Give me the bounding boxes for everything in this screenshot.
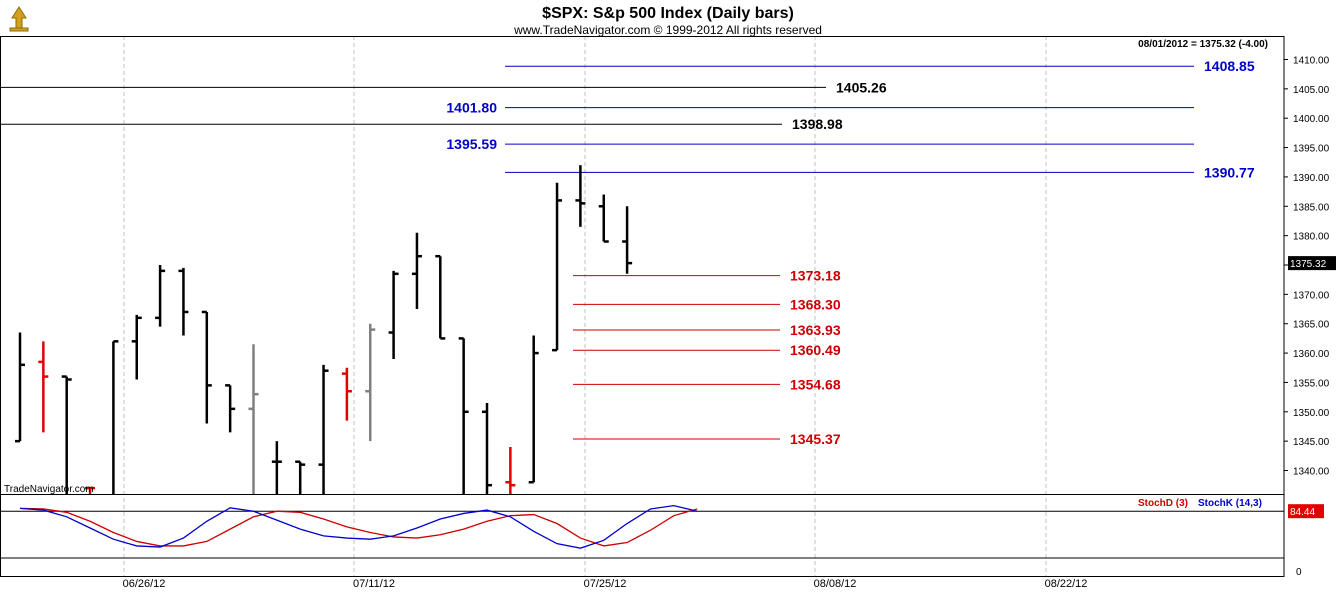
ohlc-bar [61, 375, 72, 494]
last-price-tag [1288, 256, 1336, 271]
stoch-series-line [19, 504, 698, 549]
ohlc-bar [435, 254, 446, 340]
stoch-value-label: 84.44 [1290, 507, 1315, 518]
ohlc-bar [411, 232, 422, 310]
stoch-series-line [19, 507, 698, 547]
level-label: 1363.93 [790, 322, 841, 338]
ohlc-bar [85, 486, 96, 494]
y-tick-label: 1400.00 [1293, 114, 1330, 125]
y-tick-label: 1395.00 [1293, 144, 1330, 155]
plot-frame [0, 36, 1285, 577]
ohlc-bar [388, 270, 399, 359]
ohlc-bar [482, 402, 492, 494]
y-tick-label: 1360.00 [1293, 349, 1330, 360]
level-label: 1354.68 [790, 376, 841, 392]
y-tick-label: 1365.00 [1293, 320, 1330, 331]
y-tick-label: 1385.00 [1293, 202, 1330, 213]
ohlc-bar [598, 194, 609, 243]
ohlc-bar [505, 447, 516, 494]
stoch-d-legend: StochD (3) [1138, 498, 1188, 509]
y-tick-label: 1355.00 [1293, 378, 1330, 389]
x-tick-label: 08/22/12 [1045, 578, 1088, 590]
ohlc-bar [248, 344, 259, 494]
ohlc-bar [15, 332, 25, 443]
trade-navigator-logo-icon [4, 4, 34, 34]
ohlc-bar [201, 310, 212, 424]
y-tick-label: 1350.00 [1293, 408, 1330, 419]
ohlc-bar [38, 341, 49, 433]
level-label: 1398.98 [792, 116, 843, 132]
y-tick-label: 1345.00 [1293, 437, 1330, 448]
ohlc-bar [318, 364, 329, 494]
chart-title: $SPX: S&p 500 Index (Daily bars) [542, 5, 794, 22]
x-tick-label: 07/25/12 [584, 578, 627, 590]
level-label: 1373.18 [790, 268, 841, 284]
ohlc-bar [622, 206, 633, 274]
level-label: 1368.30 [790, 296, 841, 312]
y-tick-label: 1380.00 [1293, 232, 1330, 243]
watermark: TradeNavigator.com [4, 484, 94, 495]
y-tick-label: 1405.00 [1293, 85, 1330, 96]
level-label: 1405.26 [836, 79, 887, 95]
ohlc-bar [575, 165, 586, 227]
ohlc-bar [528, 335, 539, 484]
y-tick-label: 1390.00 [1293, 173, 1330, 184]
ohlc-bar [341, 367, 352, 421]
level-label: 1408.85 [1204, 58, 1255, 74]
y-tick-label: 1410.00 [1293, 55, 1330, 66]
y-tick-label: 1370.00 [1293, 290, 1330, 301]
ohlc-bar [155, 265, 166, 327]
copyright-text: www.TradeNavigator.com © 1999-2012 All r… [513, 23, 822, 37]
ohlc-bar [131, 314, 142, 380]
ohlc-bar [112, 340, 119, 494]
stoch-k-legend: StochK (14,3) [1198, 498, 1262, 509]
ohlc-bar [365, 323, 376, 442]
ohlc-bar [295, 460, 306, 494]
ohlc-bar [552, 182, 563, 352]
ohlc-bar [458, 337, 469, 494]
y-tick-label: 1340.00 [1293, 467, 1330, 478]
price-info: 08/01/2012 = 1375.32 (-4.00) [1138, 39, 1268, 50]
stoch-value-tag [1288, 504, 1324, 519]
level-label: 1401.80 [446, 100, 497, 116]
level-label: 1345.37 [790, 431, 841, 447]
level-label: 1395.59 [446, 136, 497, 152]
x-tick-label: 08/08/12 [814, 578, 857, 590]
last-price-label: 1375.32 [1290, 259, 1327, 270]
x-tick-label: 06/26/12 [123, 578, 166, 590]
ohlc-bar [178, 267, 189, 336]
level-label: 1390.77 [1204, 164, 1255, 180]
ohlc-bar [271, 441, 282, 494]
level-label: 1360.49 [790, 342, 841, 358]
x-tick-label: 07/11/12 [353, 578, 395, 590]
ohlc-bar [225, 384, 236, 433]
stoch-y-tick-label: 0 [1296, 567, 1302, 578]
